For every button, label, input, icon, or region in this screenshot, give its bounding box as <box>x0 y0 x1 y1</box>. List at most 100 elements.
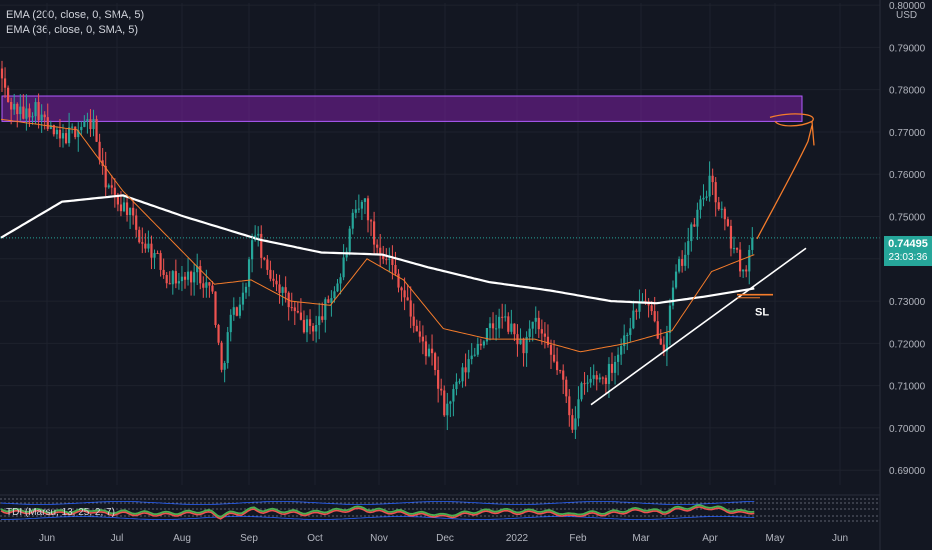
candle-body <box>705 196 708 198</box>
candle-body <box>559 370 562 372</box>
candle-body <box>434 353 437 370</box>
candle-body <box>144 243 147 249</box>
price-axis[interactable]: 0.80000 0.79000 0.78000 0.77000 0.76000 0.750… <box>879 0 926 550</box>
candle-body <box>74 126 77 138</box>
candle-body <box>473 354 476 356</box>
candle-body <box>150 243 153 258</box>
candle-body <box>635 310 638 312</box>
time-axis[interactable]: Jun Jul Aug Sep Oct Nov Dec 2022 Feb Mar Apr May Jun <box>39 533 848 544</box>
candle-body <box>296 311 299 313</box>
candle-body <box>345 251 348 258</box>
candle-body <box>528 328 531 337</box>
candle-body <box>220 342 223 370</box>
ema36-legend: EMA (36, close, 0, SMA, 5) <box>6 24 139 36</box>
candle-body <box>379 247 382 255</box>
candle-body <box>495 328 498 330</box>
candle-body <box>19 106 22 115</box>
candle-body <box>513 323 516 335</box>
candle-body <box>702 197 705 200</box>
y-tick-label: 0.78000 <box>889 86 926 97</box>
candle-body <box>522 338 525 354</box>
candle-body <box>153 253 156 258</box>
candle-body <box>40 114 43 121</box>
candle-body <box>726 219 729 226</box>
candle-body <box>162 269 165 276</box>
supply-zone <box>1 95 803 122</box>
candle-body <box>7 87 10 103</box>
tdi-indicator-pane <box>0 494 880 522</box>
y-tick-label: 0.69000 <box>889 466 926 477</box>
candle-body <box>13 103 16 110</box>
candle-body <box>247 259 251 287</box>
y-tick-label: 0.79000 <box>889 43 926 54</box>
candle-body <box>385 259 388 261</box>
candle-body <box>595 375 598 380</box>
candle-body <box>507 316 510 332</box>
candle-body <box>110 185 113 188</box>
candle-body <box>229 314 232 333</box>
candle-body <box>610 363 614 373</box>
candle-body <box>25 108 28 119</box>
candle-body <box>534 317 537 322</box>
candle-body <box>717 202 720 210</box>
candle-body <box>293 307 296 312</box>
candle-body <box>193 272 196 283</box>
x-tick-label: Feb <box>569 533 587 544</box>
candle-body <box>89 119 92 130</box>
candle-body <box>354 209 357 213</box>
candle-body <box>729 225 733 249</box>
candle-body <box>308 319 312 326</box>
candle-body <box>342 257 345 278</box>
x-tick-label: Sep <box>240 533 258 544</box>
candle-body <box>644 300 647 302</box>
candle-body <box>699 199 702 210</box>
candle-body <box>662 344 665 352</box>
candle-body <box>552 354 556 362</box>
candle-body <box>116 194 119 205</box>
candle-body <box>421 336 424 342</box>
candle-body <box>235 307 238 316</box>
x-tick-label: Aug <box>173 533 191 544</box>
candle-body <box>748 249 751 272</box>
candle-body <box>226 332 229 364</box>
candle-body <box>37 102 40 121</box>
candle-body <box>339 277 342 284</box>
candle-body <box>312 325 315 332</box>
x-tick-label: Jul <box>111 533 124 544</box>
candle-body <box>92 119 95 130</box>
candle-body <box>290 307 293 309</box>
candle-body <box>732 248 736 250</box>
candle-body <box>363 198 367 202</box>
y-tick-label: 0.80000 <box>889 1 926 12</box>
candle-body <box>668 305 672 333</box>
candle-body <box>412 316 415 326</box>
y-tick-label: 0.77000 <box>889 128 926 139</box>
grid <box>0 3 880 485</box>
candle-body <box>708 175 711 197</box>
candle-body <box>598 377 601 380</box>
x-tick-label: Dec <box>436 533 454 544</box>
candle-body <box>549 344 553 355</box>
candle-body <box>632 310 635 329</box>
y-tick-label: 0.71000 <box>889 382 926 393</box>
candle-body <box>147 243 150 249</box>
candle-body <box>357 208 360 210</box>
candle-body <box>244 286 248 293</box>
candle-body <box>543 333 546 337</box>
candle-body <box>122 202 126 212</box>
tdi-lower-band <box>1 516 755 520</box>
candle-body <box>302 319 306 333</box>
candle-body <box>305 319 309 333</box>
candle-body <box>394 264 397 274</box>
candle-body <box>391 258 394 265</box>
candle-body <box>519 338 522 345</box>
candle-body <box>190 271 193 283</box>
candle-body <box>129 207 132 215</box>
candle-body <box>186 271 190 280</box>
stop-loss-label: SL <box>755 307 769 319</box>
x-tick-label: 2022 <box>506 533 529 544</box>
candle-body <box>601 377 604 379</box>
candle-body <box>0 68 4 79</box>
last-price-value: 0.74495 <box>888 238 928 250</box>
